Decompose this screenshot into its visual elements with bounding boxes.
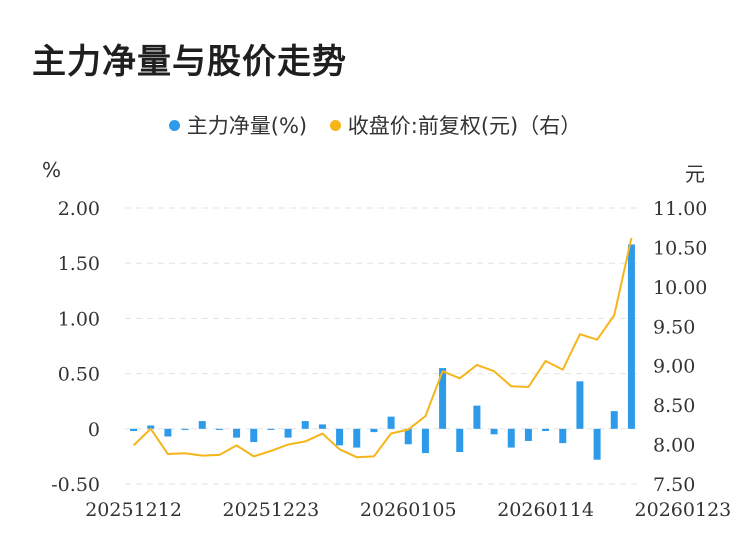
left-axis-tick: 1.50: [58, 253, 100, 275]
bar-net-volume: [215, 428, 223, 430]
bar-net-volume: [524, 428, 532, 441]
bar-net-volume: [181, 428, 189, 430]
bar-net-volume: [370, 428, 378, 433]
bar-net-volume: [164, 428, 172, 437]
right-axis-tick: 10.50: [653, 237, 707, 259]
legend-item-net-volume[interactable]: 主力净量(%): [168, 110, 308, 140]
right-axis-tick: 9.00: [653, 356, 695, 378]
right-axis-tick: 10.00: [653, 277, 707, 299]
left-axis-tick: 1.00: [58, 308, 100, 330]
legend-label-net-volume: 主力净量(%): [186, 114, 308, 138]
x-axis-tick: 20251212: [85, 499, 182, 521]
bar-net-volume: [250, 428, 258, 443]
right-axis-tick: 9.50: [653, 316, 695, 338]
left-axis-tick: -0.50: [51, 474, 100, 496]
bar-net-volume: [473, 405, 481, 429]
left-axis-tick: 0: [88, 419, 100, 441]
x-axis-tick: 20260114: [497, 499, 594, 521]
bar-net-volume: [421, 428, 429, 454]
x-axis-tick: 20260105: [360, 499, 457, 521]
right-axis-tick: 11.00: [653, 198, 707, 220]
left-axis-tick: 2.00: [58, 198, 100, 220]
x-axis-tick: 20260123: [635, 499, 732, 521]
bar-net-volume: [593, 428, 601, 460]
bar-net-volume: [627, 244, 635, 429]
bar-net-volume: [507, 428, 515, 448]
bar-net-volume: [576, 381, 584, 429]
right-axis-tick: 8.50: [653, 395, 695, 417]
chart-title: 主力净量与股价走势: [32, 42, 347, 82]
bar-net-volume: [456, 428, 464, 452]
bar-net-volume: [267, 428, 275, 430]
legend-item-close-price[interactable]: 收盘价:前复权(元)（右）: [329, 110, 582, 140]
bar-net-volume: [542, 428, 550, 432]
bar-net-volume: [439, 368, 447, 429]
bar-net-volume: [353, 428, 361, 448]
bar-net-volume: [130, 428, 138, 432]
bar-net-volume: [404, 428, 412, 445]
bar-net-volume: [387, 416, 395, 429]
bar-net-volume: [284, 428, 292, 438]
left-axis-unit: %: [42, 158, 62, 182]
legend: 主力净量(%) 收盘价:前复权(元)（右）: [0, 110, 750, 140]
bar-net-volume: [147, 425, 155, 429]
left-axis-tick: 0.50: [58, 364, 100, 386]
bar-net-volume: [233, 428, 241, 438]
bar-net-volume: [610, 411, 618, 429]
right-axis-tick: 8.00: [653, 435, 695, 457]
bar-net-volume: [490, 428, 498, 435]
line-close-price: [132, 237, 633, 459]
bar-net-volume: [318, 424, 326, 429]
bar-net-volume: [198, 421, 206, 429]
legend-dot-line: [329, 119, 341, 131]
legend-label-close-price: 收盘价:前复权(元)（右）: [347, 114, 582, 138]
bar-net-volume: [559, 428, 567, 444]
bar-net-volume: [301, 421, 309, 429]
right-axis-tick: 7.50: [653, 474, 695, 496]
bar-net-volume: [336, 428, 344, 446]
right-axis-unit: 元: [685, 162, 705, 186]
legend-dot-bar: [168, 119, 180, 131]
x-axis-tick: 20251223: [223, 499, 320, 521]
